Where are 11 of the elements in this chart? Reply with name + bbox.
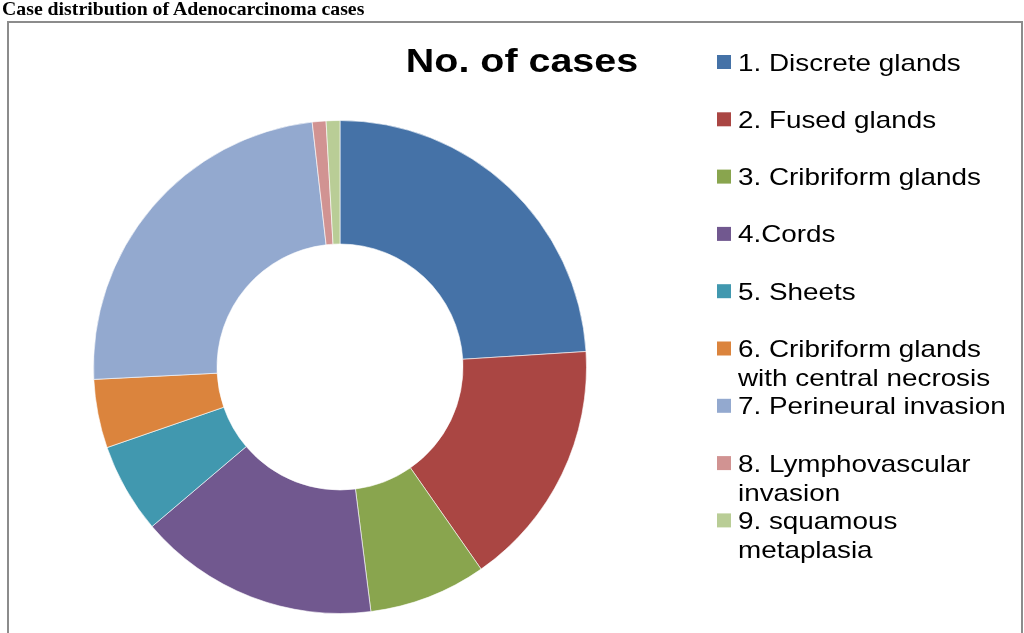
legend-label: 7. Perineural invasion <box>738 392 1006 420</box>
legend-label: 6. Cribriform glands with central necrosis <box>736 334 991 392</box>
legend-label: 9. squamous metaplasia <box>738 506 898 564</box>
legend-label: 4.Cords <box>738 220 836 248</box>
chart-title: No. of cases <box>405 41 639 80</box>
legend-label: 5. Sheets <box>738 277 856 306</box>
legend-label: 3. Cribriform glands <box>738 162 981 191</box>
legend-label: 8. Lymphovascular invasion <box>738 449 971 507</box>
legend-label: 1. Discrete glands <box>738 48 961 77</box>
text: Case distribution of Adenocarcinoma cases <box>2 0 365 19</box>
legend-label: 2. Fused glands <box>738 105 937 134</box>
